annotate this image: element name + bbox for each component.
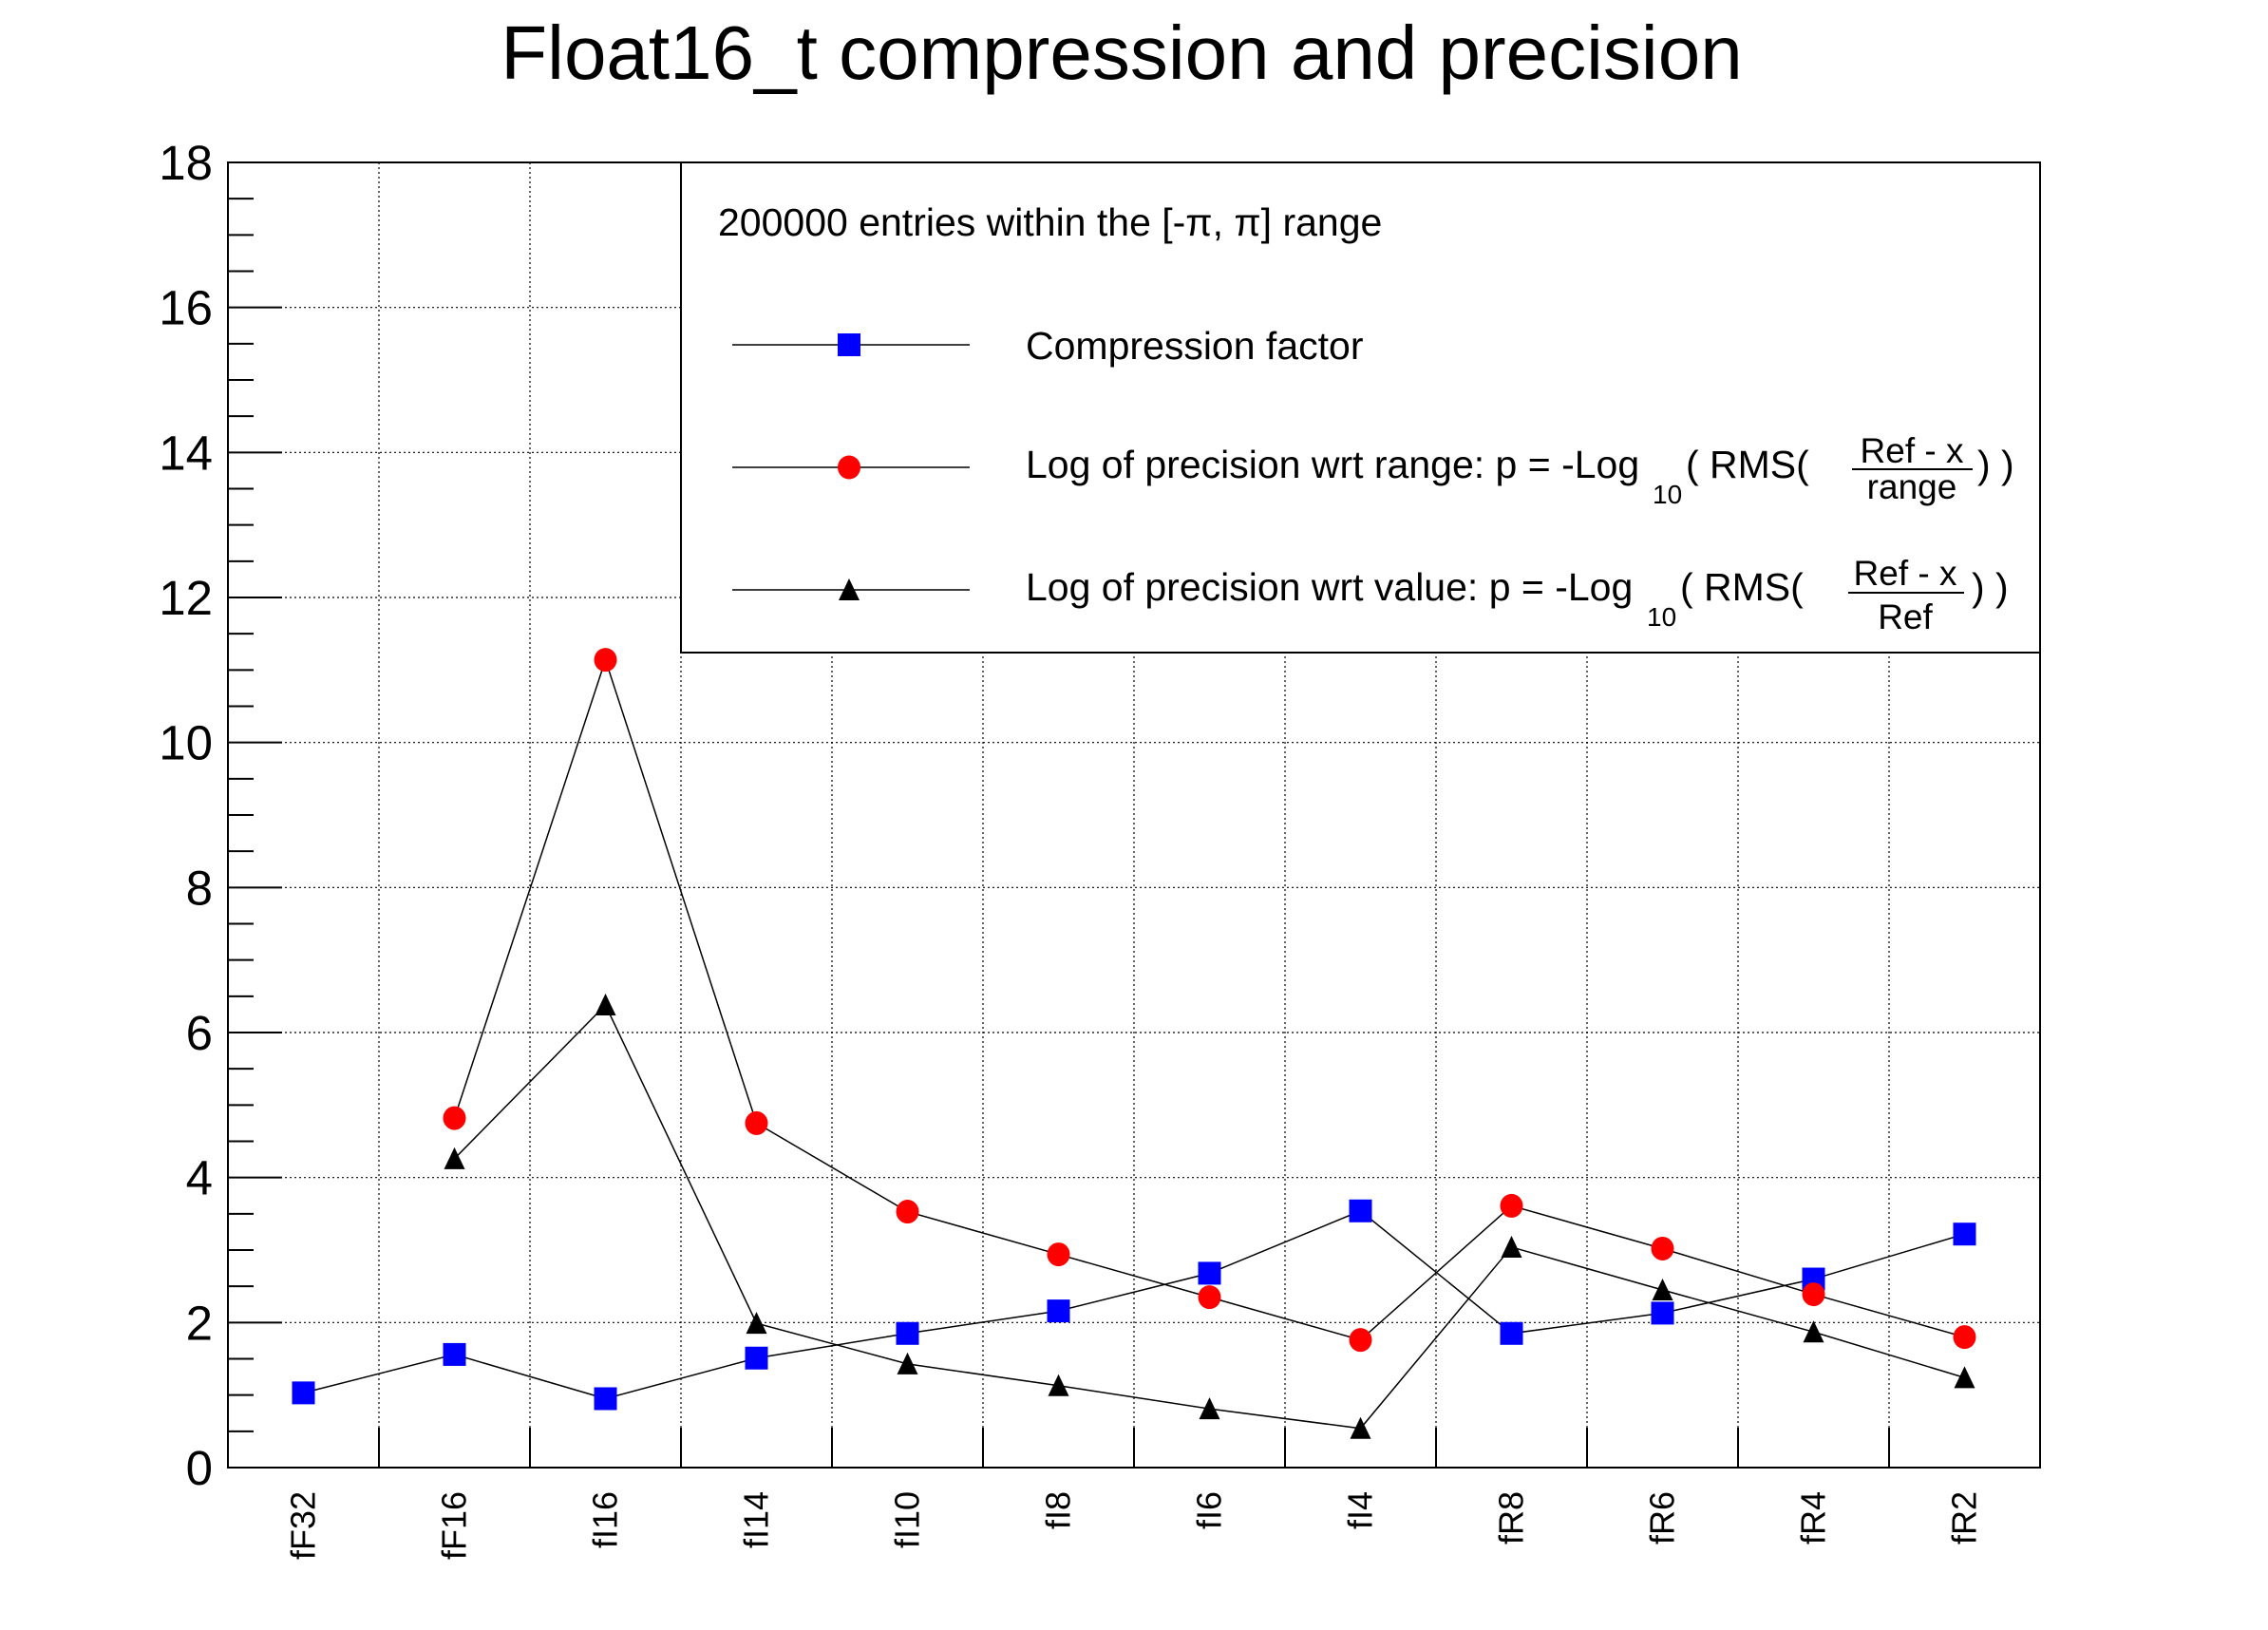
legend-label-main: Log of precision wrt range: p = -Log bbox=[1026, 443, 1639, 486]
y-tick-label: 0 bbox=[186, 1441, 213, 1495]
data-point-circle-fI14 bbox=[745, 1110, 768, 1135]
data-point-circle-fI6 bbox=[1198, 1285, 1221, 1310]
y-tick-label: 12 bbox=[159, 571, 213, 625]
data-point-triangle-fI16 bbox=[595, 993, 616, 1015]
data-point-square-fF32 bbox=[292, 1381, 315, 1405]
x-tick-labels: fF32 fF16 fI16 fI14 fI10 fI8 fI6 fI4 fR8 fR6 fR4 fR… bbox=[284, 1491, 1984, 1560]
data-point-square-fI16 bbox=[594, 1387, 617, 1411]
legend-label-end: ) ) bbox=[1977, 443, 2014, 486]
legend: 200000 entries within the [-π, π] range … bbox=[680, 161, 2041, 654]
legend-entry-precision-value: Log of precision wrt value: p = -Log 10 … bbox=[732, 554, 2009, 636]
legend-label: Log of precision wrt value: p = -Log bbox=[1026, 565, 1633, 609]
data-point-square-fF16 bbox=[443, 1342, 466, 1366]
data-point-triangle-fI6 bbox=[1199, 1397, 1220, 1420]
legend-circle-marker-icon bbox=[838, 455, 860, 480]
legend-frac-numerator: Ref - x bbox=[1861, 431, 1964, 470]
y-tick-label: 18 bbox=[159, 136, 213, 190]
data-point-triangle-fR4 bbox=[1803, 1320, 1824, 1343]
x-tick-label: fR8 bbox=[1492, 1491, 1531, 1545]
y-tick-label: 10 bbox=[159, 716, 213, 770]
x-tick-label: fF16 bbox=[435, 1491, 474, 1560]
data-point-triangle-fR2 bbox=[1954, 1366, 1975, 1389]
data-point-square-fI14 bbox=[745, 1346, 768, 1370]
series-line-0 bbox=[303, 1209, 1965, 1400]
legend-header: 200000 entries within the [-π, π] range bbox=[718, 200, 1382, 244]
y-tick-label: 2 bbox=[186, 1296, 213, 1350]
data-point-triangle-fI8 bbox=[1048, 1374, 1069, 1396]
data-point-square-fR6 bbox=[1651, 1301, 1674, 1325]
data-point-triangle-fI4 bbox=[1350, 1416, 1371, 1439]
data-point-square-fI6 bbox=[1198, 1261, 1221, 1285]
x-tick-label: fI4 bbox=[1341, 1491, 1380, 1529]
data-point-circle-fI10 bbox=[896, 1200, 919, 1224]
x-tick-label: fR6 bbox=[1643, 1491, 1682, 1545]
x-tick-label: fI6 bbox=[1190, 1491, 1229, 1529]
x-tick-label: fI16 bbox=[586, 1491, 625, 1548]
data-point-triangle-fI14 bbox=[746, 1312, 767, 1335]
markers bbox=[292, 648, 1976, 1439]
legend-square-marker-icon bbox=[838, 333, 860, 356]
legend-entry-compression: Compression factor bbox=[732, 324, 1363, 368]
data-point-triangle-fR6 bbox=[1652, 1278, 1673, 1300]
legend-label-mid: ( RMS( bbox=[1680, 565, 1804, 609]
legend-label: Log of precision wrt range: p = -Log bbox=[1026, 443, 1639, 486]
data-point-circle-fR8 bbox=[1500, 1193, 1523, 1218]
x-tick-label: fF32 bbox=[284, 1491, 323, 1560]
data-point-circle-fR2 bbox=[1953, 1325, 1976, 1350]
legend-label-end: ) ) bbox=[1972, 565, 2009, 609]
y-tick-label: 14 bbox=[159, 426, 213, 480]
legend-label: Compression factor bbox=[1026, 324, 1363, 368]
data-point-square-fI8 bbox=[1047, 1299, 1070, 1323]
legend-subscript: 10 bbox=[1653, 480, 1682, 509]
data-point-circle-fI16 bbox=[594, 648, 617, 673]
x-tick-label: fI10 bbox=[888, 1491, 927, 1548]
data-point-circle-fF16 bbox=[443, 1106, 466, 1130]
legend-subscript: 10 bbox=[1647, 602, 1676, 632]
legend-label-main: Log of precision wrt value: p = -Log bbox=[1026, 565, 1633, 609]
legend-frac-denominator: range bbox=[1867, 467, 1957, 506]
chart-title: Float16_t compression and precision bbox=[501, 10, 1742, 95]
legend-entry-precision-range: Log of precision wrt range: p = -Log 10 … bbox=[732, 431, 2014, 509]
legend-frac-numerator: Ref - x bbox=[1854, 554, 1957, 593]
x-tick-label: fR2 bbox=[1945, 1491, 1984, 1545]
data-point-square-fR8 bbox=[1500, 1321, 1523, 1345]
data-point-triangle-fF16 bbox=[444, 1147, 465, 1169]
y-tick-label: 8 bbox=[186, 861, 213, 915]
data-point-circle-fI4 bbox=[1349, 1328, 1372, 1353]
legend-label-mid: ( RMS( bbox=[1686, 443, 1809, 486]
data-point-square-fI4 bbox=[1349, 1199, 1372, 1222]
x-tick-label: fI14 bbox=[737, 1491, 776, 1548]
x-tick-label: fI8 bbox=[1039, 1491, 1078, 1529]
data-point-circle-fR4 bbox=[1802, 1282, 1825, 1307]
legend-triangle-marker-icon bbox=[839, 578, 860, 600]
y-tick-labels: 0 2 4 6 8 10 12 14 16 18 bbox=[159, 136, 213, 1495]
y-tick-label: 16 bbox=[159, 281, 213, 335]
data-point-triangle-fR8 bbox=[1501, 1235, 1522, 1258]
data-point-square-fI10 bbox=[896, 1321, 919, 1345]
data-point-circle-fR6 bbox=[1651, 1236, 1674, 1260]
data-point-triangle-fI10 bbox=[897, 1352, 918, 1374]
data-point-square-fR2 bbox=[1953, 1222, 1976, 1246]
legend-box bbox=[680, 161, 2041, 654]
data-point-circle-fI8 bbox=[1047, 1242, 1070, 1267]
y-tick-label: 4 bbox=[186, 1151, 213, 1205]
y-tick-label: 6 bbox=[186, 1006, 213, 1060]
legend-frac-denominator: Ref bbox=[1878, 597, 1933, 636]
x-tick-label: fR4 bbox=[1794, 1491, 1833, 1545]
